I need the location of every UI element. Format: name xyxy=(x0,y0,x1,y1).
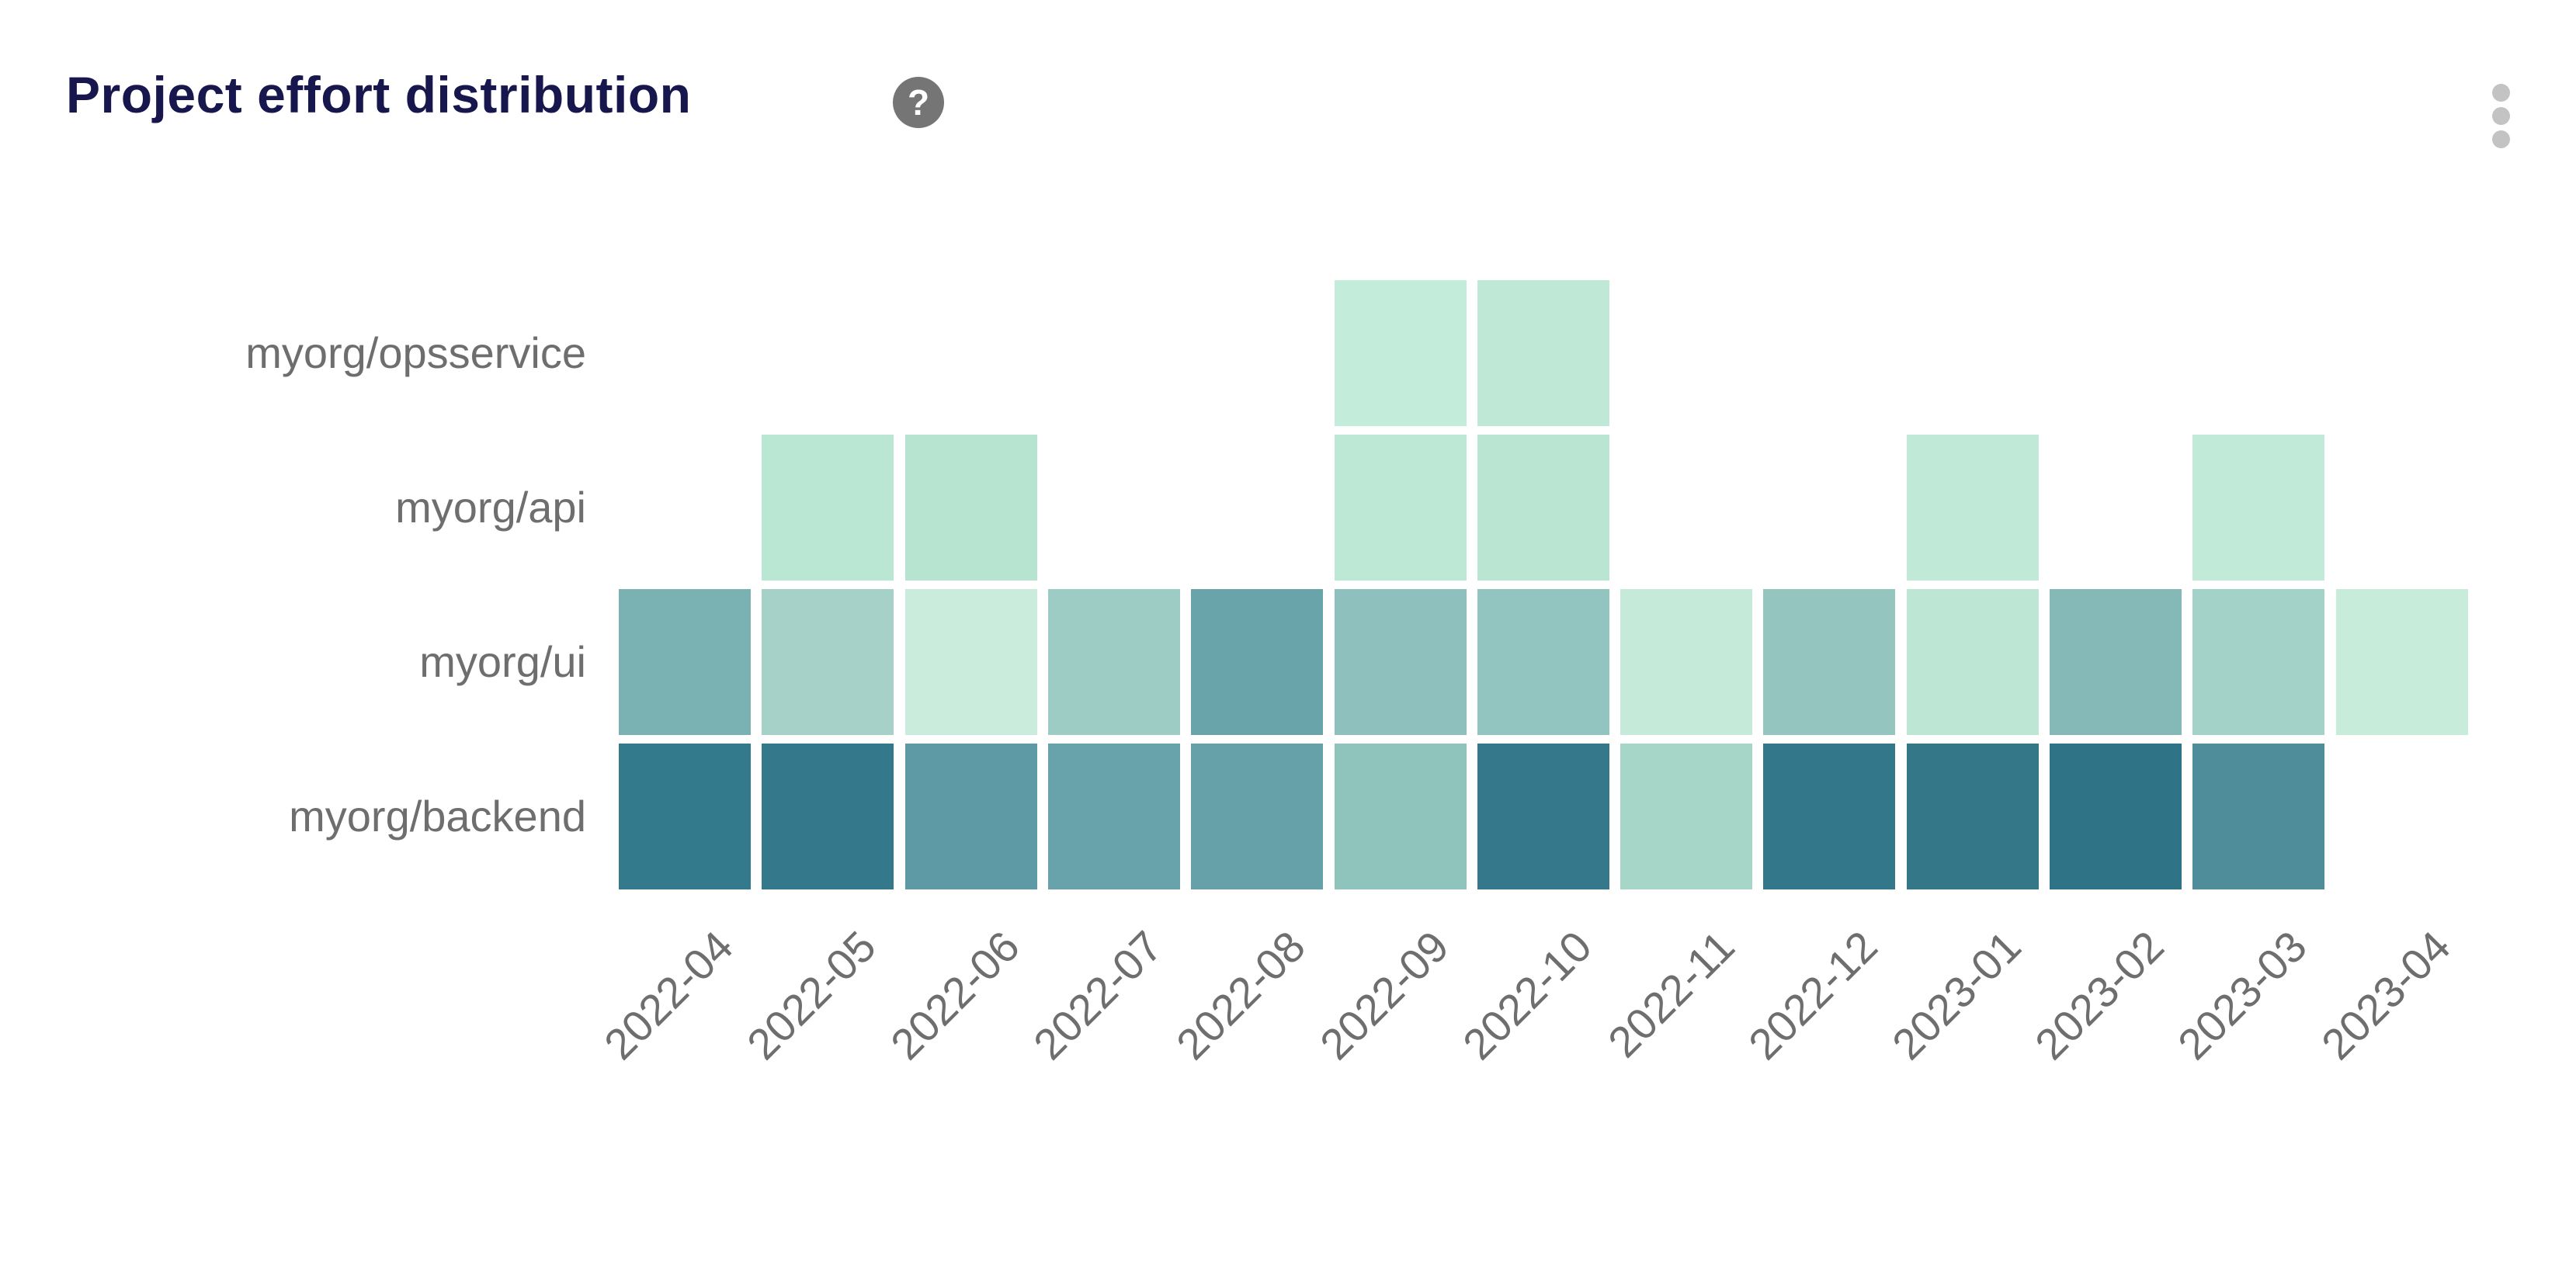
heatmap-cell[interactable] xyxy=(2050,744,2182,889)
heatmap-cell[interactable] xyxy=(1335,435,1467,581)
heatmap-cell[interactable] xyxy=(1620,744,1752,889)
heatmap-cell[interactable] xyxy=(2192,435,2324,581)
kebab-menu-icon[interactable] xyxy=(2489,81,2513,151)
chart-title: Project effort distribution xyxy=(66,66,692,123)
help-icon[interactable]: ? xyxy=(893,77,944,128)
heatmap-cell[interactable] xyxy=(1907,744,2039,889)
y-axis-label: myorg/ui xyxy=(419,637,586,686)
x-axis-label: 2023-03 xyxy=(2168,921,2316,1070)
x-axis-label: 2022-11 xyxy=(1598,921,1744,1067)
heatmap-cell[interactable] xyxy=(905,435,1037,581)
heatmap-cell[interactable] xyxy=(619,589,751,735)
x-axis-label: 2022-05 xyxy=(737,921,885,1070)
kebab-dot xyxy=(2492,130,2510,148)
x-axis-label: 2022-08 xyxy=(1166,921,1314,1070)
heatmap-cell[interactable] xyxy=(1620,589,1752,735)
x-axis-label: 2023-01 xyxy=(1882,921,2030,1070)
heatmap-cell[interactable] xyxy=(619,744,751,889)
heatmap-cell[interactable] xyxy=(905,589,1037,735)
x-axis-label: 2022-10 xyxy=(1453,921,1601,1070)
y-axis-label: myorg/backend xyxy=(289,792,586,841)
heatmap-cell[interactable] xyxy=(1477,589,1609,735)
x-axis-label: 2022-04 xyxy=(594,921,742,1070)
kebab-dot xyxy=(2492,84,2510,102)
y-axis-label: myorg/api xyxy=(395,483,586,532)
heatmap-cell[interactable] xyxy=(1191,744,1323,889)
heatmap-cell[interactable] xyxy=(2336,589,2468,735)
help-icon-glyph: ? xyxy=(907,82,930,123)
heatmap-cell[interactable] xyxy=(2050,589,2182,735)
heatmap-cell[interactable] xyxy=(762,744,894,889)
x-axis-label: 2022-06 xyxy=(880,921,1029,1070)
x-axis-label: 2022-07 xyxy=(1023,921,1172,1070)
heatmap-cell[interactable] xyxy=(1477,280,1609,426)
heatmap-cell[interactable] xyxy=(1335,589,1467,735)
x-axis-label: 2023-02 xyxy=(2025,921,2173,1070)
heatmap-cell[interactable] xyxy=(1335,280,1467,426)
heatmap-cell[interactable] xyxy=(1048,589,1180,735)
heatmap-cell[interactable] xyxy=(1477,744,1609,889)
heatmap-cell[interactable] xyxy=(1907,435,2039,581)
x-axis-label: 2022-12 xyxy=(1738,921,1887,1070)
heatmap-cell[interactable] xyxy=(905,744,1037,889)
x-axis-label: 2022-09 xyxy=(1310,921,1458,1070)
heatmap-cell[interactable] xyxy=(2192,744,2324,889)
x-axis-label: 2023-04 xyxy=(2311,921,2460,1070)
heatmap-cell[interactable] xyxy=(1907,589,2039,735)
kebab-dot xyxy=(2492,107,2510,125)
heatmap-cell[interactable] xyxy=(1048,744,1180,889)
heatmap-cell[interactable] xyxy=(1335,744,1467,889)
heatmap-cell[interactable] xyxy=(1477,435,1609,581)
heatmap-cell[interactable] xyxy=(762,435,894,581)
heatmap-cell[interactable] xyxy=(1191,589,1323,735)
heatmap-cell[interactable] xyxy=(762,589,894,735)
y-axis-label: myorg/opsservice xyxy=(245,328,586,377)
heatmap-cell[interactable] xyxy=(2192,589,2324,735)
heatmap-cell[interactable] xyxy=(1763,589,1895,735)
heatmap-cell[interactable] xyxy=(1763,744,1895,889)
